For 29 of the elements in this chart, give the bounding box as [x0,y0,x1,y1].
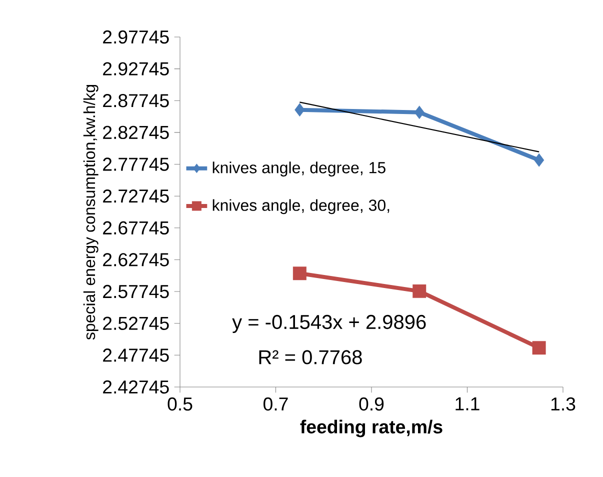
x-tick-label: 0.5 [168,397,192,411]
x-tick-label: 1.1 [456,397,480,410]
y-tick-label: 2.77745 [103,158,169,171]
legend-label: knives angle, degree, 15 [212,162,386,177]
x-axis-title: feeding rate,m/s [300,420,442,438]
annotation: R² = 0.7768 [259,350,362,364]
y-tick-label: 2.47745 [103,348,169,362]
point [532,341,546,355]
y-tick-label: 2.52745 [103,316,169,330]
point [414,106,424,120]
y-axis-title: special energy consumption,kw.h/kg [83,84,98,340]
y-tick-label: 2.67745 [103,221,169,235]
point [294,103,305,117]
y-tick-label: 2.82745 [103,126,169,140]
x-tick-label: 0.7 [264,397,288,411]
y-tick-label: 2.97745 [103,30,169,44]
point [292,266,306,280]
y-tick-label: 2.92745 [103,62,169,76]
y-tick-label: 2.57745 [103,284,169,298]
x-tick-label: 0.9 [359,397,384,411]
annotation: y = -0.1543x + 2.9896 [232,314,426,334]
point [534,153,544,167]
y-tick-label: 2.62745 [103,253,169,266]
x-tick-label: 1.3 [551,397,576,411]
y-tick-label: 2.42745 [103,380,169,394]
legend-label: knives angle, degree, 30, [212,199,390,214]
y-tick-label: 2.87745 [103,94,169,108]
point [412,284,426,298]
y-tick-label: 2.72745 [103,189,169,203]
